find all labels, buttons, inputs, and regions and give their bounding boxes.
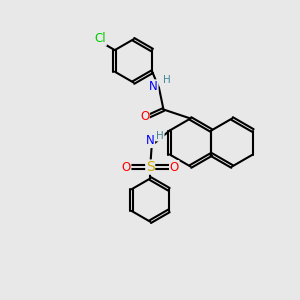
Text: N: N bbox=[149, 80, 158, 93]
Text: Cl: Cl bbox=[95, 32, 106, 45]
Text: O: O bbox=[140, 110, 149, 124]
Text: H: H bbox=[156, 131, 164, 141]
Text: O: O bbox=[122, 160, 131, 174]
Text: O: O bbox=[169, 160, 179, 174]
Text: H: H bbox=[163, 75, 170, 85]
Text: S: S bbox=[146, 160, 154, 174]
Text: N: N bbox=[146, 134, 154, 148]
